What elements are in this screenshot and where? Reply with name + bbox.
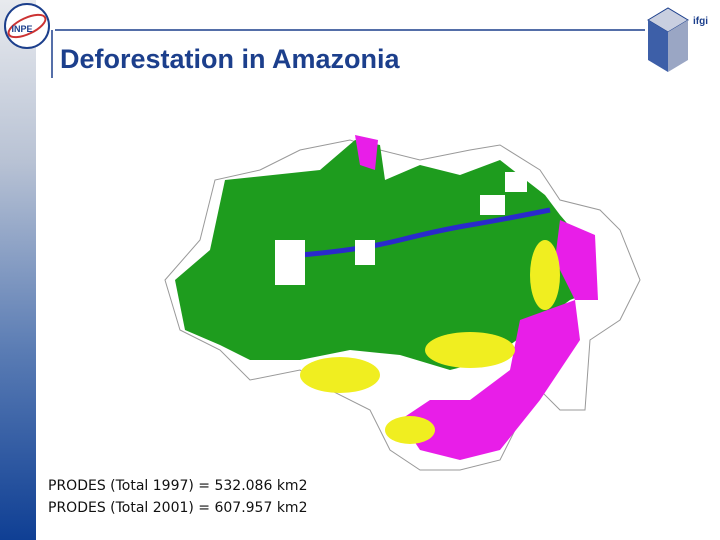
no-data: [355, 240, 375, 265]
deforested-2001: [400, 300, 580, 460]
no-data: [505, 172, 527, 192]
no-data: [275, 240, 305, 285]
logo-right-text: ifgi: [693, 16, 708, 27]
caption-line: PRODES (Total 2001) = 607.957 km2: [48, 500, 308, 516]
sidebar: [0, 0, 36, 540]
no-data: [480, 195, 505, 215]
deforested-east: [555, 220, 598, 300]
deforested-north: [355, 135, 378, 170]
deforested-1997: [385, 416, 435, 444]
logo-right-left: [648, 20, 668, 72]
logo-right-right: [668, 20, 688, 72]
caption-line: PRODES (Total 1997) = 532.086 km2: [48, 478, 308, 494]
slide-title: Deforestation in Amazonia: [60, 44, 400, 74]
deforested-1997: [425, 332, 515, 368]
deforested-1997: [530, 240, 560, 310]
river: [299, 207, 551, 258]
deforested-1997: [300, 357, 380, 393]
map: [164, 135, 641, 471]
logo-left-orbit: [7, 13, 47, 39]
logo-left-text: INPE: [11, 24, 32, 34]
